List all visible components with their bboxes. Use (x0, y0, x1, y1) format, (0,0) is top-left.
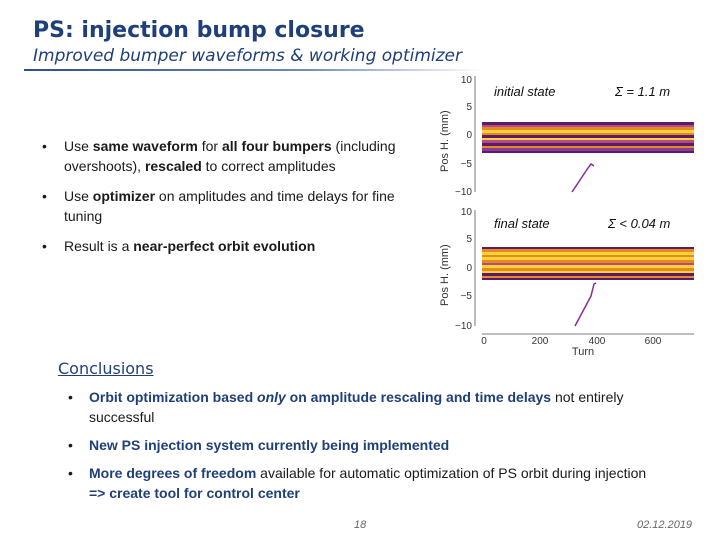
y-tick: 5 (466, 102, 472, 113)
text-run: (including overshoots), (64, 138, 396, 174)
text-run: New PS injection system currently being … (89, 437, 450, 453)
conclusions-heading: Conclusions (58, 359, 154, 378)
bottom-trajectory (574, 282, 597, 327)
text-run: Use (64, 188, 93, 204)
top-trajectory (571, 162, 595, 193)
y-tick: −10 (455, 187, 472, 198)
text-run: for (197, 138, 222, 154)
bullet-item: Use optimizer on amplitudes and time del… (36, 186, 426, 226)
top-y-axis-label: Pos H. (mm) (439, 110, 451, 172)
conclusion-item: Orbit optimization based only on amplitu… (64, 387, 664, 427)
page-number: 18 (354, 519, 367, 531)
bottom-bands (482, 247, 694, 280)
y-tick: −5 (461, 159, 473, 170)
text-run: same waveform (92, 138, 198, 154)
slide-date: 02.12.2019 (637, 519, 693, 531)
text-run: to correct amplitudes (201, 158, 336, 174)
text-run: on amplitudes and time delays for fine t… (64, 188, 395, 224)
top-panel: initial state Σ = 1.1 m 10 5 0 −5 −10 Po… (439, 75, 694, 198)
text-run: near-perfect orbit evolution (133, 238, 316, 254)
text-run: Use (64, 138, 93, 154)
x-tick: 600 (645, 336, 662, 347)
text-run: only (257, 389, 286, 405)
text-run: => create tool for control center (89, 485, 300, 501)
bottom-y-axis-label: Pos H. (mm) (439, 244, 451, 306)
x-tick: 0 (481, 336, 487, 347)
text-run: not entirely successful (89, 389, 624, 425)
bottom-panel: final state Σ < 0.04 m 10 5 0 −5 −10 Pos… (439, 207, 694, 358)
text-run: all four bumpers (221, 138, 332, 154)
text-run: on amplitude rescaling and time delays (285, 389, 552, 405)
top-state-label: initial state (494, 84, 555, 99)
top-sigma-label: Σ = 1.1 m (614, 84, 670, 99)
x-tick: 400 (589, 336, 606, 347)
text-run: available for automatic optimization of … (256, 465, 647, 481)
y-tick: 5 (466, 234, 472, 245)
slide-subtitle: Improved bumper waveforms & working opti… (33, 46, 463, 66)
conclusions-list: Orbit optimization based only on amplitu… (64, 387, 664, 511)
y-tick: −5 (461, 291, 473, 302)
y-tick: 0 (466, 130, 472, 141)
text-run: optimizer (92, 188, 156, 204)
text-run: rescaled (144, 158, 202, 174)
bottom-state-label: final state (494, 216, 550, 231)
title-underline (24, 69, 484, 71)
text-run: Result is a (64, 238, 134, 254)
orbit-plots: initial state Σ = 1.1 m 10 5 0 −5 −10 Po… (420, 70, 700, 365)
y-tick: −10 (455, 321, 472, 332)
top-bands (482, 122, 694, 153)
x-tick: 200 (532, 336, 549, 347)
y-tick: 10 (461, 75, 473, 86)
slide-title: PS: injection bump closure (33, 18, 365, 43)
orbit-plots-svg: initial state Σ = 1.1 m 10 5 0 −5 −10 Po… (439, 75, 694, 358)
conclusion-item: New PS injection system currently being … (64, 435, 664, 455)
y-tick: 10 (461, 207, 473, 218)
text-run: More degrees of freedom (89, 465, 257, 481)
bullet-item: Result is a near-perfect orbit evolution (36, 236, 426, 256)
text-run: Orbit optimization based (89, 389, 258, 405)
x-axis-label: Turn (572, 346, 594, 358)
bullet-list: Use same waveform for all four bumpers (… (36, 136, 426, 266)
bullet-item: Use same waveform for all four bumpers (… (36, 136, 426, 176)
y-tick: 0 (466, 263, 472, 274)
bottom-sigma-label: Σ < 0.04 m (607, 216, 671, 231)
conclusion-item: More degrees of freedom available for au… (64, 463, 664, 503)
